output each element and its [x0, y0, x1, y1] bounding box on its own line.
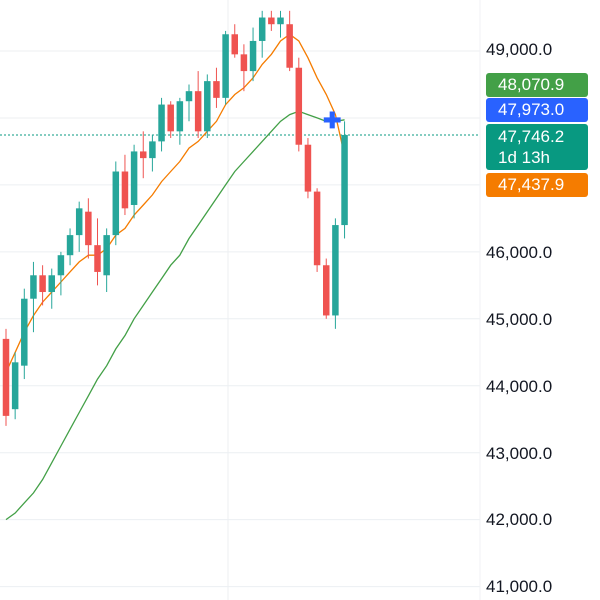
candle-up [57, 255, 65, 276]
candle-down [194, 91, 202, 132]
candle-down [94, 245, 101, 272]
candle-down [213, 81, 220, 98]
candle-up [11, 362, 19, 410]
candle-down [240, 54, 248, 72]
candle-up [66, 235, 74, 256]
candle-down [231, 34, 238, 55]
candle-down [2, 338, 10, 416]
candle-down [85, 211, 92, 246]
candle-up [277, 17, 284, 25]
candle-down [286, 24, 293, 68]
price-tag-47973: 47,973.0 [486, 98, 588, 122]
candle-up [112, 171, 120, 236]
candle-up [75, 208, 83, 236]
candle-down [121, 171, 129, 209]
candle-up [103, 235, 110, 276]
candle-up [341, 134, 348, 226]
y-tick-44000: 44,000.0 [486, 377, 553, 396]
ma-fast-line [5, 33, 346, 373]
price-tag-48070: 48,070.9 [486, 73, 588, 97]
candle-up [149, 141, 156, 159]
candle-down [304, 144, 312, 192]
y-tick-43000: 43,000.0 [486, 444, 553, 463]
candle-up [21, 298, 28, 366]
y-tick-42000: 42,000.0 [486, 510, 553, 529]
candle-down [295, 67, 303, 145]
candle-down [39, 275, 46, 293]
candle-down [268, 17, 275, 25]
candle-down [140, 151, 147, 159]
candle-up [185, 91, 193, 102]
y-tick-45000: 45,000.0 [486, 310, 553, 329]
candle-up [222, 34, 229, 98]
y-tick-41000: 41,000.0 [486, 577, 553, 596]
bar-countdown: 1d 13h [498, 148, 550, 167]
y-tick-46000: 46,000.0 [486, 243, 553, 262]
ma-slow-line [5, 110, 345, 521]
candle-down [313, 191, 321, 266]
candle-up [130, 151, 138, 205]
current-price-tag: 47,746.2 1d 13h [486, 124, 588, 170]
candle-up [332, 225, 339, 316]
candle-up [258, 17, 266, 41]
plus-cursor-icon[interactable]: ✚ [323, 108, 342, 133]
price-tag-47437: 47,437.9 [486, 173, 588, 197]
candle-up [249, 40, 257, 72]
candle-up [158, 104, 165, 142]
current-price-value: 47,746.2 [498, 127, 565, 146]
candle-up [204, 81, 211, 132]
candle-down [323, 265, 330, 316]
candle-up [176, 101, 184, 132]
candle-down [167, 104, 174, 132]
candle-up [30, 275, 37, 299]
y-tick-49000: 49,000.0 [486, 40, 553, 59]
candle-up [48, 275, 55, 293]
